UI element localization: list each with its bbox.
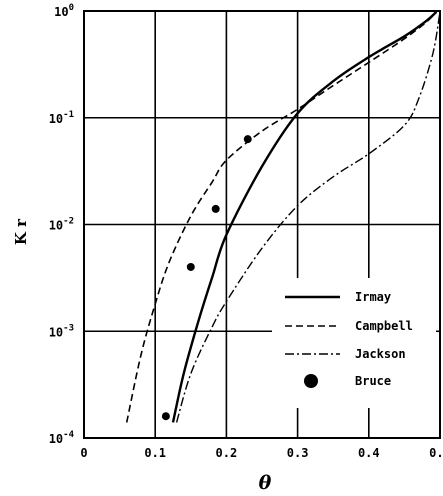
plot-frame bbox=[83, 10, 441, 439]
y-tick-label: 10-4 bbox=[49, 430, 75, 446]
tick-labels: 0 0.1 0.2 0.3 0.4 0.5 10-4 10-3 10-2 10-1 100 bbox=[49, 3, 443, 460]
legend-background bbox=[272, 278, 436, 408]
legend-irmay-label: Irmay bbox=[355, 290, 391, 304]
x-tick-label: 0 bbox=[80, 446, 87, 460]
legend-bruce-label: Bruce bbox=[355, 374, 391, 388]
series-bruce-point bbox=[186, 262, 195, 271]
y-axis-title: K r bbox=[12, 218, 30, 245]
legend: Irmay Campbell Jackson Bruce bbox=[272, 278, 436, 408]
x-axis-title: θ bbox=[259, 472, 272, 494]
series-irmay-line bbox=[171, 11, 438, 423]
x-tick-label: 0.3 bbox=[287, 446, 309, 460]
legend-campbell-label: Campbell bbox=[355, 319, 413, 333]
x-tick-label: 0.2 bbox=[216, 446, 238, 460]
series-bruce-point bbox=[211, 204, 220, 213]
y-tick-label: 10-1 bbox=[49, 110, 74, 126]
series-bruce-point bbox=[243, 135, 252, 144]
x-tick-label: 0.1 bbox=[144, 446, 166, 460]
x-tick-label: 0.4 bbox=[358, 446, 380, 460]
x-tick-label: 0.5 bbox=[429, 446, 443, 460]
grid-lines bbox=[84, 11, 440, 438]
y-tick-label: 100 bbox=[54, 3, 74, 19]
series-bruce-point bbox=[161, 412, 170, 421]
legend-bruce-marker bbox=[304, 374, 318, 388]
legend-jackson-label: Jackson bbox=[355, 347, 406, 361]
y-tick-label: 10-2 bbox=[49, 217, 74, 233]
svg-text:K r: K r bbox=[12, 218, 30, 245]
y-tick-label: 10-3 bbox=[49, 323, 74, 339]
series-layer bbox=[125, 11, 441, 423]
series-campbell-line bbox=[125, 11, 437, 423]
